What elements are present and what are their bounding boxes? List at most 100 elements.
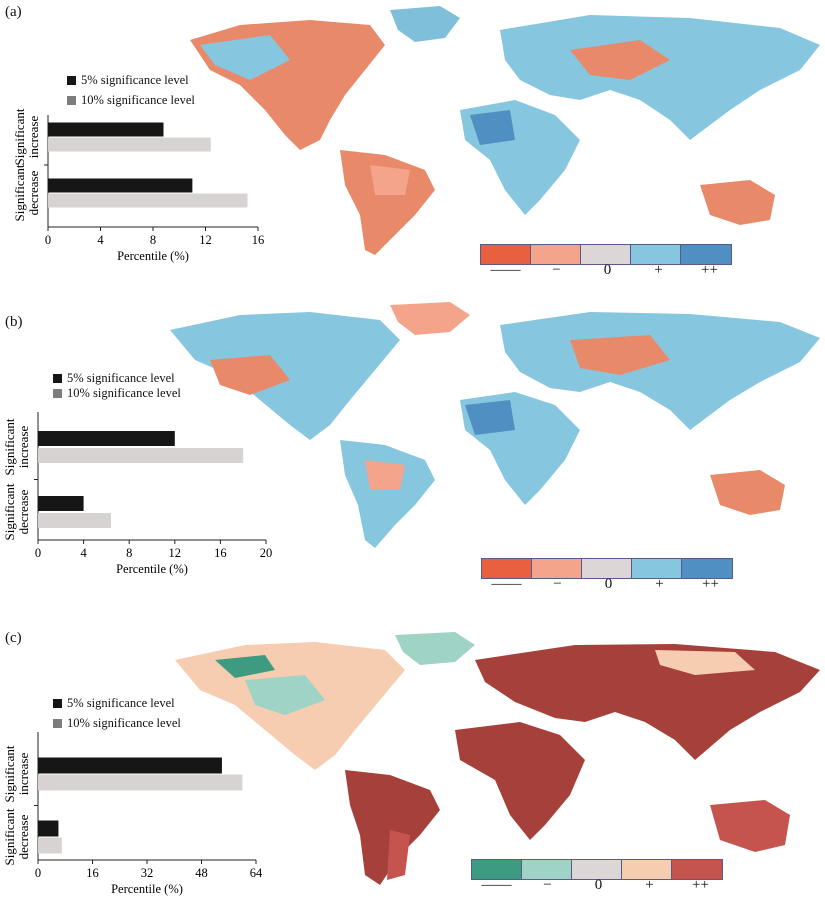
colorbar-cell	[572, 860, 622, 879]
colorbar-a	[480, 244, 732, 265]
region-patch	[570, 40, 670, 80]
colorbar-label: ——	[481, 877, 512, 893]
australia	[710, 470, 785, 515]
australia	[700, 180, 775, 225]
bar-10pct-increase	[38, 774, 243, 791]
legend-label: 10% significance level	[67, 386, 181, 400]
bar-chart-b: Significantincrease Significantdecrease 0 4…	[2, 412, 273, 576]
colorbar-labels-a: —— − 0 + ++	[480, 262, 735, 279]
legend-label: 10% significance level	[67, 716, 181, 730]
south-america	[345, 770, 440, 885]
bar-10pct-increase	[38, 448, 244, 463]
continents-b	[170, 302, 820, 548]
greenland	[390, 6, 460, 42]
x-tick-label: 20	[260, 546, 273, 560]
colorbar-b	[481, 558, 733, 579]
x-tick-label: 16	[252, 233, 265, 247]
panel-label: (a)	[5, 4, 22, 20]
x-tick-label: 16	[214, 546, 227, 560]
legend-5pct: 5% significance level	[67, 73, 189, 88]
legend-swatch-5pct	[67, 76, 76, 85]
legend-5pct: 5% significance level	[53, 371, 175, 386]
world-map	[190, 6, 820, 255]
colorbar-cell	[682, 559, 732, 578]
legend-swatch-5pct	[53, 374, 62, 383]
colorbar-label: +	[654, 262, 663, 278]
x-tick-label: 12	[199, 233, 212, 247]
colorbar-cell	[631, 245, 681, 264]
colorbar-labels-b: —— − 0 + ++	[481, 576, 736, 593]
category-label: Significantincrease	[2, 745, 31, 802]
greenland	[395, 632, 475, 665]
region-patch	[387, 830, 410, 880]
panel-c: (c) 5% significance level 10% significan…	[0, 620, 825, 900]
colorbar-label: ——	[490, 262, 521, 278]
bar-5pct-increase	[48, 122, 164, 137]
colorbar-label: +	[645, 877, 654, 893]
colorbar-cell	[581, 245, 631, 264]
south-america	[340, 440, 435, 548]
legend-label: 5% significance level	[81, 73, 189, 87]
x-tick-label: 64	[250, 866, 263, 880]
category-label: Significantincrease	[12, 108, 41, 165]
colorbar-label: +	[655, 576, 664, 592]
x-axis-label: Percentile (%)	[116, 562, 188, 576]
region-patch	[470, 110, 515, 145]
x-tick-label: 0	[35, 866, 41, 880]
colorbar-cell	[522, 860, 572, 879]
colorbar-cell	[582, 559, 632, 578]
colorbar-cell	[472, 860, 522, 879]
bar-5pct-increase	[38, 431, 175, 446]
colorbar-labels-c: —— − 0 + ++	[471, 877, 726, 894]
bar-5pct-decrease	[38, 820, 59, 837]
colorbar-label: ++	[701, 262, 718, 278]
x-axis-label: Percentile (%)	[111, 882, 183, 896]
x-tick-label: 4	[97, 233, 104, 247]
colorbar-label: −	[543, 877, 552, 893]
colorbar-cell	[632, 559, 682, 578]
colorbar-label: −	[552, 262, 561, 278]
panel-label: (c)	[5, 630, 22, 646]
south-america	[340, 150, 435, 255]
colorbar-cell	[622, 860, 672, 879]
legend-5pct: 5% significance level	[53, 696, 175, 711]
legend-10pct: 10% significance level	[67, 93, 195, 108]
legend-swatch-5pct	[53, 699, 62, 708]
x-tick-label: 16	[86, 866, 99, 880]
continents-a	[190, 6, 820, 255]
x-tick-label: 12	[169, 546, 182, 560]
legend-10pct: 10% significance level	[53, 386, 181, 401]
world-map	[170, 302, 820, 548]
category-label: Significantdecrease	[12, 164, 41, 221]
x-tick-label: 4	[80, 546, 87, 560]
colorbar-label: −	[553, 576, 562, 592]
region-patch	[210, 355, 290, 395]
legend-10pct: 10% significance level	[53, 716, 181, 731]
bar-10pct-decrease	[38, 837, 62, 854]
region-patch	[245, 675, 325, 715]
greenland	[390, 302, 470, 335]
panel-a: (a) 5% significance level 10% significan…	[0, 0, 825, 295]
bar-5pct-decrease	[38, 496, 84, 511]
australia	[710, 800, 790, 852]
colorbar-label: 0	[603, 262, 612, 278]
world-map	[175, 632, 820, 885]
panel-label: (b)	[5, 314, 23, 330]
panel-b: (b) 5% significance level 10% significan…	[0, 300, 825, 600]
bar-10pct-decrease	[48, 193, 248, 208]
x-tick-label: 32	[141, 866, 154, 880]
continents-c	[175, 632, 820, 885]
colorbar-cell	[532, 559, 582, 578]
africa	[455, 722, 585, 840]
colorbar-label: ++	[692, 877, 709, 893]
x-tick-label: 0	[45, 233, 51, 247]
bar-10pct-increase	[48, 137, 211, 152]
bar-5pct-increase	[38, 757, 222, 774]
region-patch	[465, 400, 515, 435]
region-patch	[215, 655, 275, 678]
legend-label: 10% significance level	[81, 93, 195, 107]
region-patch	[200, 35, 290, 80]
bar-chart-c: Significantincrease Significantdecrease 0 1…	[2, 732, 263, 896]
colorbar-c	[471, 859, 723, 880]
colorbar-label: ——	[491, 576, 522, 592]
